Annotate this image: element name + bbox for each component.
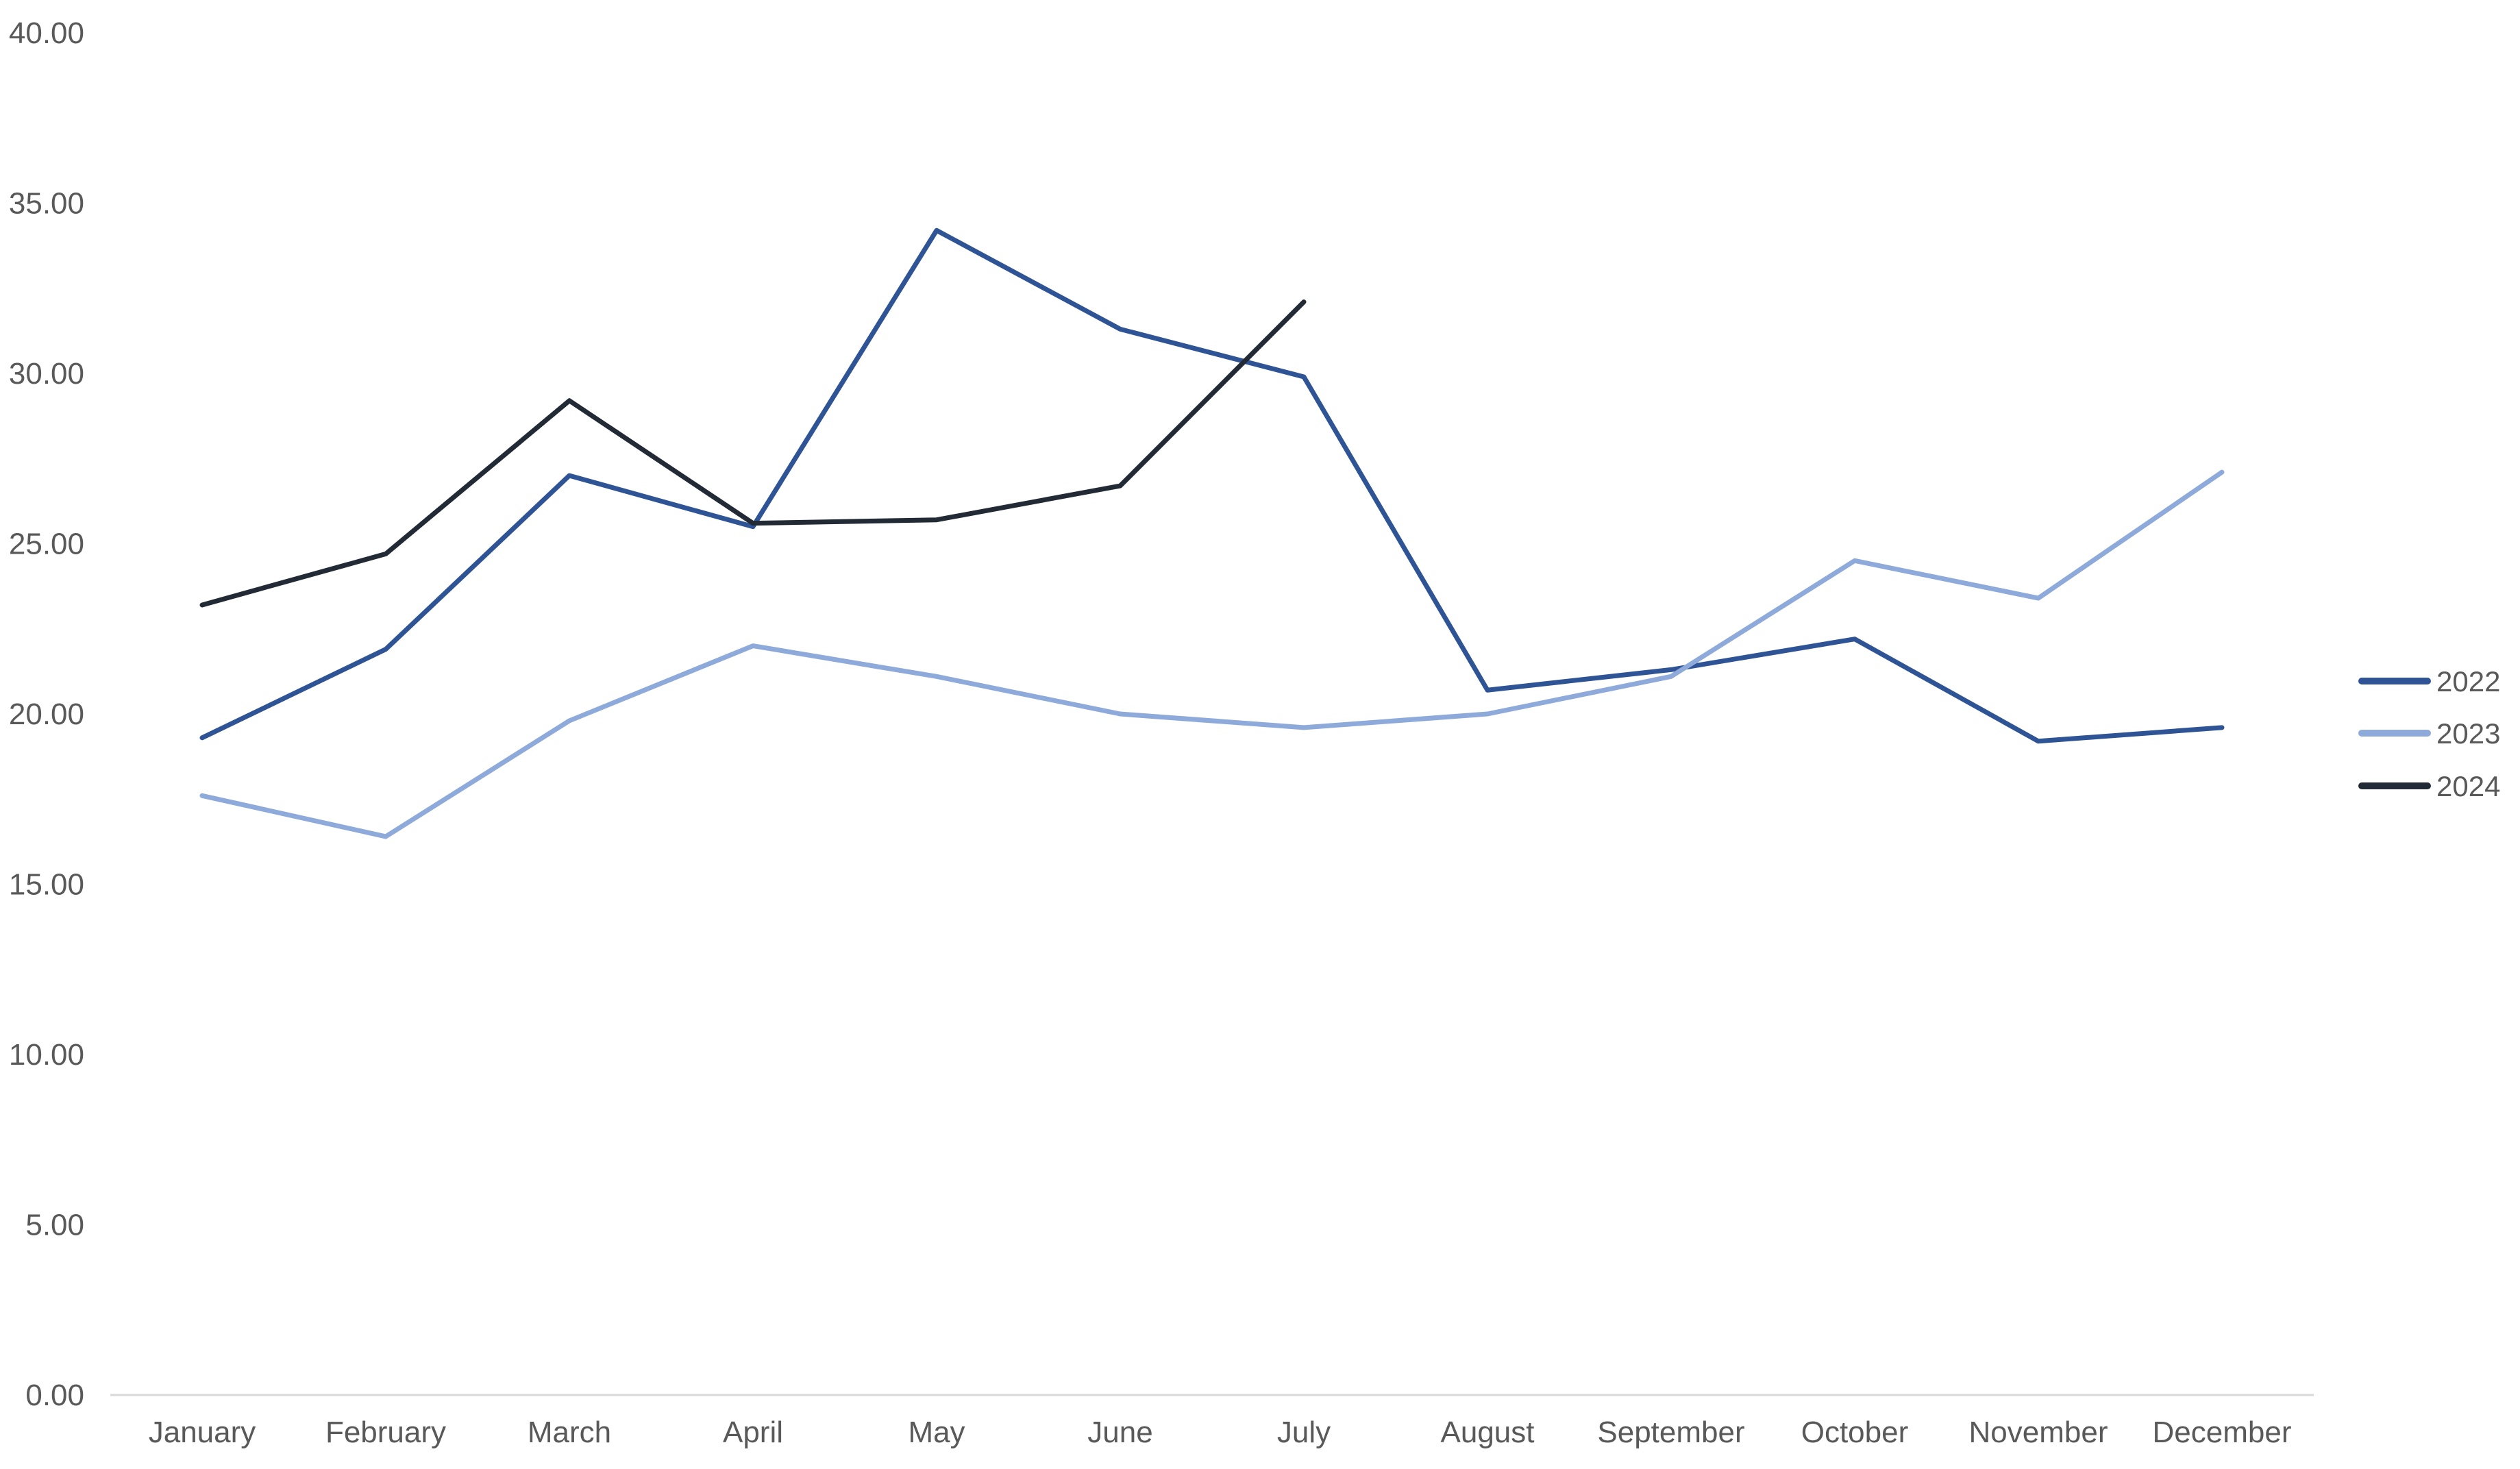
series-line-2023[interactable]	[199, 469, 2225, 839]
x-axis-month-label: August	[1441, 1416, 1535, 1449]
x-axis-month-label: November	[1969, 1416, 2108, 1449]
y-axis-tick-label: 40.00	[9, 16, 84, 50]
legend-label-2023[interactable]: 2023	[2436, 717, 2500, 750]
y-axis-tick-label: 15.00	[9, 868, 84, 902]
y-axis-tick-label: 0.00	[25, 1379, 84, 1412]
series-line-2022[interactable]	[199, 227, 2225, 744]
x-axis-month-label: October	[1801, 1416, 1909, 1449]
x-axis-month-label: March	[528, 1416, 611, 1449]
series-line-2024[interactable]	[199, 299, 1307, 608]
x-axis-month-label: September	[1597, 1416, 1744, 1449]
x-axis-month-label: December	[2153, 1416, 2292, 1449]
y-axis-tick-label: 20.00	[9, 698, 84, 731]
x-axis-month-label: May	[908, 1416, 965, 1449]
x-axis-month-label: June	[1087, 1416, 1152, 1449]
x-axis-month-label: January	[149, 1416, 256, 1449]
x-axis-month-label: February	[325, 1416, 446, 1449]
y-axis-tick-label: 5.00	[25, 1209, 84, 1242]
legend-label-2024[interactable]: 2024	[2436, 770, 2500, 802]
y-axis-tick-label: 35.00	[9, 187, 84, 221]
y-axis-tick-label: 30.00	[9, 357, 84, 391]
legend-label-2022[interactable]: 2022	[2436, 665, 2500, 698]
x-axis-month-label: July	[1277, 1416, 1331, 1449]
x-axis-month-label: April	[723, 1416, 783, 1449]
y-axis-tick-label: 10.00	[9, 1038, 84, 1072]
y-axis-tick-label: 25.00	[9, 528, 84, 561]
